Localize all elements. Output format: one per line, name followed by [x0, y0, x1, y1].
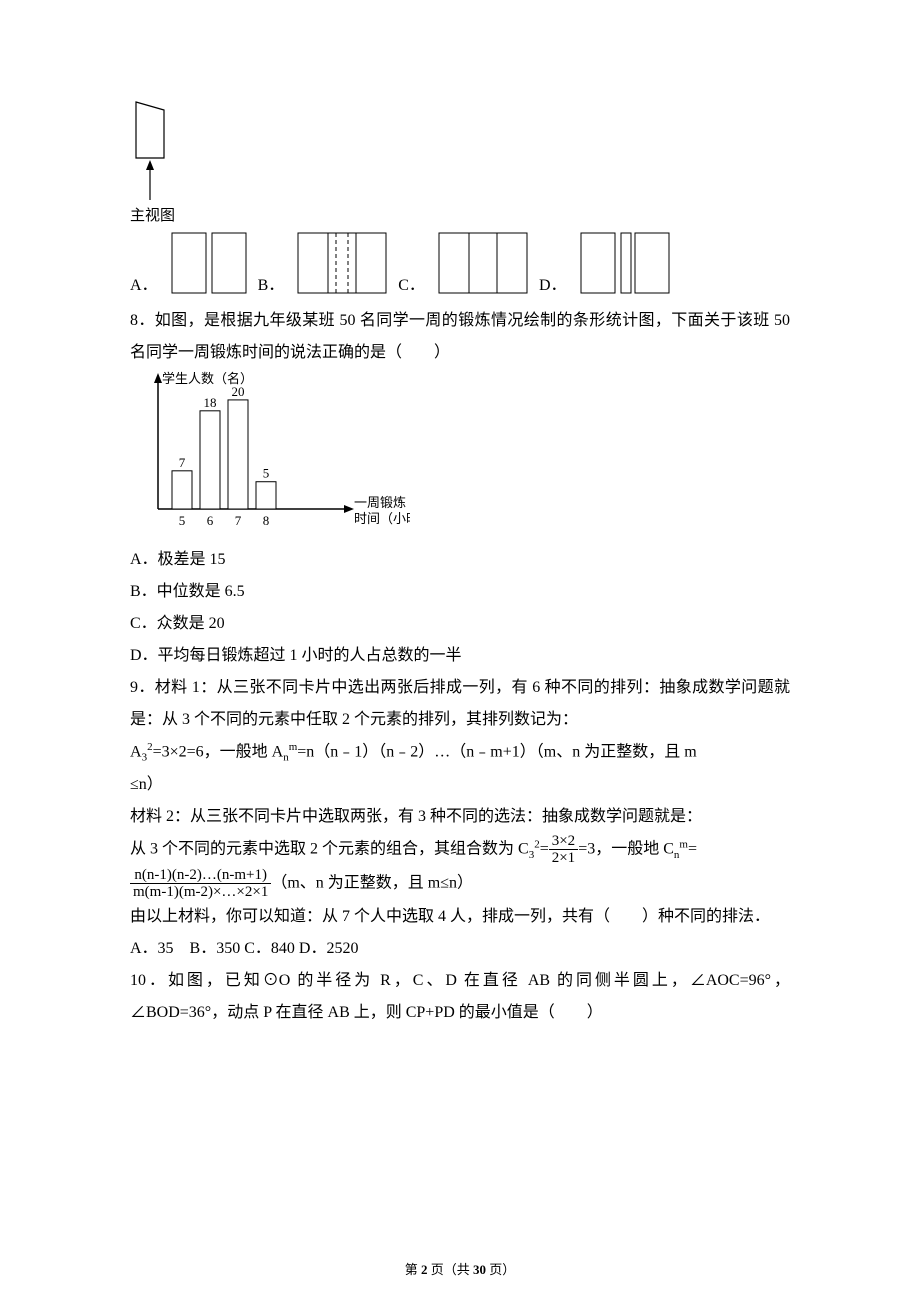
q9-l4: 材料 2：从三张不同卡片中选取两张，有 3 种不同的选法：抽象成数学问题就是： [130, 801, 790, 833]
svg-text:6: 6 [207, 513, 214, 528]
svg-text:时间（小时）: 时间（小时） [354, 511, 410, 526]
front-view-figure [130, 100, 190, 204]
svg-text:8: 8 [263, 513, 270, 528]
q10-text: 10．如图，已知⊙O 的半径为 R，C、D 在直径 AB 的同侧半圆上，∠AOC… [130, 965, 790, 1029]
svg-text:20: 20 [232, 384, 245, 399]
q9-l6: n(n-1)(n-2)…(n-m+1)m(m-1)(m-2)×…×2×1（m、n… [130, 867, 790, 901]
fraction-2: n(n-1)(n-2)…(n-m+1)m(m-1)(m-2)×…×2×1 [130, 867, 271, 901]
q9-opts: A．35 B．350 C．840 D．2520 [130, 933, 790, 965]
svg-text:一周锻炼: 一周锻炼 [354, 495, 406, 510]
svg-text:5: 5 [263, 466, 270, 481]
svg-text:7: 7 [235, 513, 242, 528]
q8-opt-a: A．极差是 15 [130, 544, 790, 576]
opt-c-figure [435, 231, 531, 295]
svg-text:18: 18 [204, 395, 217, 410]
opt-a-figure [168, 231, 250, 295]
q9-l2: A32=3×2=6，一般地 Anm=n（n﹣1）（n﹣2）…（n﹣m+1）（m、… [130, 736, 790, 769]
opt-c-label: C． [398, 271, 425, 295]
svg-text:5: 5 [179, 513, 186, 528]
q9-l1: 9．材料 1：从三张不同卡片中选出两张后排成一列，有 6 种不同的排列：抽象成数… [130, 672, 790, 736]
svg-text:7: 7 [179, 455, 186, 470]
q8-stem: 8．如图，是根据九年级某班 50 名同学一周的锻炼情况绘制的条形统计图，下面关于… [130, 305, 790, 369]
q8-opt-c: C．众数是 20 [130, 608, 790, 640]
q9-l7: 由以上材料，你可以知道：从 7 个人中选取 4 人，排成一列，共有（ ）种不同的… [130, 901, 790, 933]
q8-opt-b: B．中位数是 6.5 [130, 576, 790, 608]
front-view-label: 主视图 [130, 207, 790, 225]
q8-bar-chart: 学生人数（名）一周锻炼时间（小时）7518620758 [130, 369, 410, 539]
q8-opt-d: D．平均每日锻炼超过 1 小时的人占总数的一半 [130, 640, 790, 672]
opt-d-figure [577, 231, 673, 295]
fraction-1: 3×22×1 [549, 833, 578, 867]
opt-b-label: B． [258, 271, 285, 295]
page-footer: 第 2 页（共 30 页） [0, 1259, 920, 1278]
q9-l5: 从 3 个不同的元素中选取 2 个元素的组合，其组合数为 C32=3×22×1=… [130, 833, 790, 867]
opt-d-label: D． [539, 271, 567, 295]
q9-l3: ≤n） [130, 769, 790, 801]
opt-a-label: A． [130, 271, 158, 295]
opt-b-figure [294, 231, 390, 295]
q7-options: A． B． C． D． [130, 231, 790, 295]
